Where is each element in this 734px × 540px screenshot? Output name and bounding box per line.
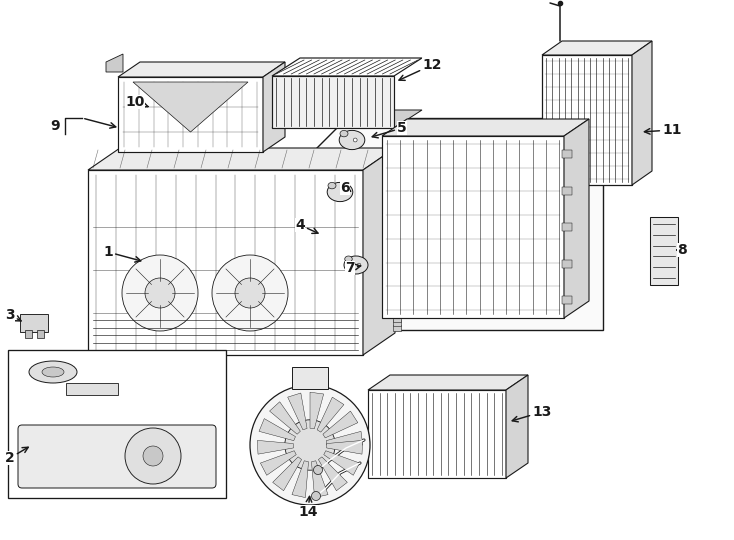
Text: 1: 1 [103, 245, 141, 262]
Polygon shape [118, 77, 263, 152]
Polygon shape [263, 62, 285, 152]
Polygon shape [118, 62, 285, 77]
Circle shape [341, 190, 345, 194]
Text: 11: 11 [644, 123, 682, 137]
Text: 6: 6 [340, 181, 351, 195]
Polygon shape [258, 441, 294, 454]
Text: 4: 4 [295, 218, 318, 233]
Polygon shape [323, 411, 358, 438]
Polygon shape [326, 431, 363, 445]
Polygon shape [311, 461, 328, 497]
Ellipse shape [29, 361, 77, 383]
Text: 14: 14 [298, 496, 318, 519]
Text: 10: 10 [126, 95, 148, 109]
Polygon shape [324, 451, 360, 475]
FancyBboxPatch shape [18, 425, 216, 488]
Ellipse shape [345, 256, 352, 262]
Polygon shape [368, 390, 506, 478]
Bar [20, 314, 48, 332]
Bar [8, 350, 226, 498]
Polygon shape [261, 451, 297, 475]
Polygon shape [542, 41, 652, 55]
Polygon shape [506, 375, 528, 478]
Ellipse shape [42, 367, 64, 377]
Polygon shape [133, 82, 248, 132]
Bar [562, 186, 572, 194]
Polygon shape [382, 136, 564, 318]
Ellipse shape [328, 183, 336, 189]
Circle shape [353, 138, 357, 142]
Circle shape [313, 465, 322, 475]
Circle shape [143, 446, 163, 466]
Bar [393, 307, 401, 313]
Polygon shape [288, 393, 307, 430]
Text: 3: 3 [5, 308, 21, 322]
Circle shape [235, 278, 265, 308]
Polygon shape [88, 170, 363, 355]
Circle shape [311, 491, 321, 501]
Bar [393, 316, 401, 322]
Polygon shape [632, 41, 652, 185]
Polygon shape [272, 457, 302, 491]
Circle shape [250, 385, 370, 505]
Bar [393, 312, 401, 318]
Polygon shape [272, 110, 422, 128]
Text: 2: 2 [5, 447, 28, 465]
Text: 8: 8 [677, 243, 687, 257]
Polygon shape [269, 402, 300, 434]
Circle shape [122, 255, 198, 331]
Polygon shape [317, 397, 344, 432]
Polygon shape [308, 118, 603, 330]
Circle shape [125, 428, 181, 484]
Circle shape [212, 255, 288, 331]
Bar [25, 330, 32, 338]
Ellipse shape [340, 130, 348, 137]
Polygon shape [319, 457, 347, 491]
Circle shape [357, 263, 361, 267]
Bar [393, 325, 401, 330]
Text: 9: 9 [50, 119, 59, 133]
Bar [650, 217, 678, 285]
Polygon shape [382, 119, 589, 136]
Text: 13: 13 [512, 405, 552, 422]
Bar [37, 330, 44, 338]
Bar [292, 367, 328, 389]
Polygon shape [88, 148, 395, 170]
Polygon shape [564, 119, 589, 318]
Text: 7: 7 [345, 261, 360, 275]
Polygon shape [368, 375, 528, 390]
Polygon shape [363, 148, 395, 355]
Bar [66, 383, 118, 395]
Polygon shape [292, 461, 308, 497]
Bar [562, 150, 572, 158]
Text: 5: 5 [372, 121, 407, 138]
Ellipse shape [339, 130, 365, 150]
Polygon shape [272, 58, 422, 76]
Bar [562, 260, 572, 267]
Circle shape [285, 420, 335, 470]
Polygon shape [542, 55, 632, 185]
Ellipse shape [344, 256, 368, 274]
Polygon shape [310, 392, 324, 429]
Ellipse shape [327, 183, 353, 201]
Polygon shape [327, 441, 363, 454]
Text: 12: 12 [399, 58, 442, 80]
Polygon shape [259, 418, 296, 441]
Bar [562, 223, 572, 231]
Bar [393, 320, 401, 326]
Circle shape [145, 278, 175, 308]
Polygon shape [272, 76, 394, 128]
Polygon shape [106, 54, 123, 72]
Bar [562, 296, 572, 304]
